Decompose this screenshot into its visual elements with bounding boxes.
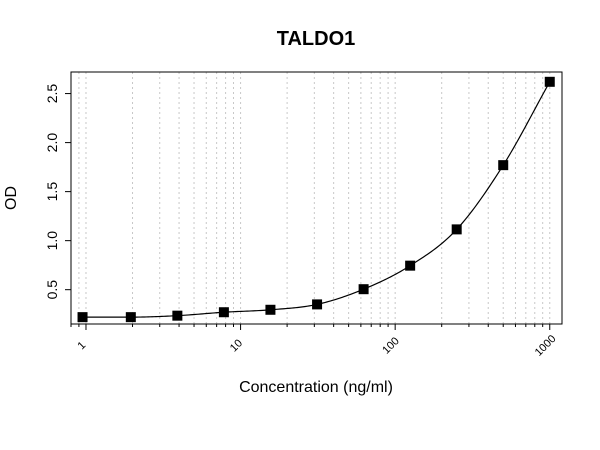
- data-points: [77, 76, 555, 323]
- y-tick-label: 2.5: [44, 84, 60, 104]
- chart-title: TALDO1: [277, 28, 356, 50]
- data-point: [77, 312, 88, 323]
- data-point: [544, 76, 555, 87]
- data-point: [265, 304, 276, 315]
- data-point: [125, 312, 136, 323]
- x-axis: 1 10 100 1000: [70, 324, 559, 359]
- data-point: [312, 299, 323, 310]
- data-point: [218, 307, 229, 318]
- fit-curve: [82, 81, 551, 318]
- x-axis-label: Concentration (ng/ml): [239, 379, 393, 396]
- x-tick-label: 10: [228, 337, 245, 354]
- data-point: [358, 284, 369, 295]
- data-point: [405, 260, 416, 271]
- data-point: [172, 310, 183, 321]
- y-tick-label: 0.5: [44, 280, 60, 300]
- fit-curve-group: [82, 81, 551, 318]
- y-tick-label: 1.0: [44, 231, 60, 251]
- x-tick-label: 1: [75, 339, 88, 352]
- y-axis: 0.5 1.0 1.5 2.0 2.5: [44, 84, 71, 300]
- y-axis-label: OD: [3, 186, 20, 210]
- data-point: [451, 224, 462, 235]
- data-point: [498, 160, 509, 171]
- x-tick-label: 100: [380, 335, 401, 356]
- y-tick-label: 2.0: [44, 133, 60, 153]
- y-tick-label: 1.5: [44, 182, 60, 202]
- plot-frame: [70, 71, 563, 325]
- x-tick-label: 1000: [533, 333, 559, 359]
- grid-lines: [70, 72, 551, 324]
